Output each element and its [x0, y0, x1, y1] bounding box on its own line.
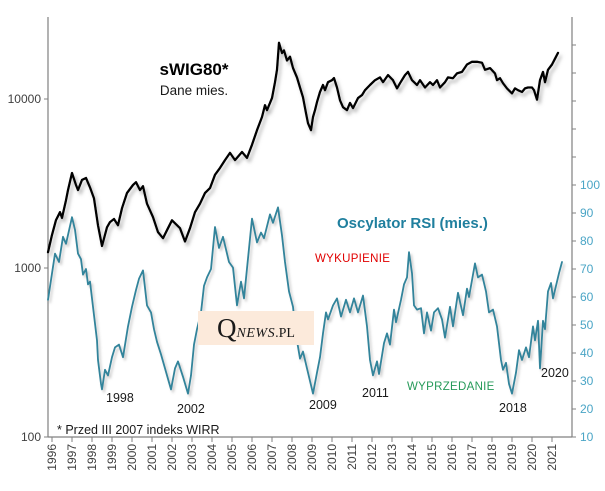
left-tick-label: 1000 — [14, 261, 41, 275]
right-tick-label: 30 — [580, 374, 594, 388]
x-tick-label: 2009 — [305, 444, 319, 471]
right-tick-label: 70 — [580, 262, 594, 276]
x-tick-label: 1996 — [45, 444, 59, 471]
x-tick-label: 2013 — [385, 444, 399, 471]
x-tick-label: 2005 — [225, 444, 239, 471]
annotation-1998: 1998 — [106, 391, 134, 405]
qnews-watermark: Q NEWS .PL — [198, 311, 314, 345]
x-tick-label: 2011 — [345, 444, 359, 470]
x-tick-label: 2000 — [125, 444, 139, 471]
swig80-line — [46, 41, 560, 254]
right-tick-label: 90 — [580, 206, 594, 220]
x-tick-label: 2001 — [145, 444, 159, 471]
oversold-line-label: WYPRZEDANIE — [407, 381, 495, 393]
x-tick-label: 2006 — [245, 444, 259, 471]
x-tick-label: 2014 — [405, 444, 419, 471]
x-tick-label: 2021 — [545, 444, 559, 471]
annotation-2002: 2002 — [177, 402, 205, 416]
chart-subtitle: Dane mies. — [159, 83, 229, 98]
x-tick-label: 1998 — [85, 444, 99, 471]
right-tick-label: 50 — [580, 318, 594, 332]
annotation-2020: 2020 — [541, 366, 569, 380]
chart-title: sWIG80* — [159, 60, 229, 79]
x-tick-label: 2018 — [485, 444, 499, 471]
x-tick-label: 1999 — [105, 444, 119, 471]
x-tick-label: 2017 — [465, 444, 479, 471]
x-tick-label: 2020 — [525, 444, 539, 471]
right-tick-label: 100 — [580, 178, 600, 192]
rsi-series-label: Oscylator RSI (mies.) — [337, 215, 488, 232]
watermark-news: NEWS — [236, 326, 276, 341]
overbought-line-label: WYKUPIENIE — [315, 253, 391, 265]
left-tick-label: 10000 — [8, 92, 42, 106]
x-tick-label: 2016 — [445, 444, 459, 471]
right-tick-label: 80 — [580, 234, 594, 248]
footnote: * Przed III 2007 indeks WIRR — [57, 423, 220, 437]
left-tick-label: 100 — [21, 430, 41, 444]
x-tick-label: 2007 — [265, 444, 279, 471]
x-tick-label: 2002 — [165, 444, 179, 471]
x-tick-label: 2008 — [285, 444, 299, 471]
x-tick-label: 1997 — [65, 444, 79, 471]
chart-title-block: sWIG80* Dane mies. — [133, 60, 255, 98]
x-tick-label: 2015 — [425, 444, 439, 471]
rsi-line — [47, 206, 563, 395]
right-tick-label: 10 — [580, 430, 594, 444]
x-tick-label: 2019 — [505, 444, 519, 471]
watermark-q: Q — [217, 313, 237, 343]
x-tick-label: 2012 — [365, 444, 379, 471]
annotation-2018: 2018 — [499, 401, 527, 415]
right-tick-label: 60 — [580, 290, 594, 304]
annotation-2009: 2009 — [309, 398, 337, 412]
x-tick-label: 2004 — [205, 444, 219, 471]
right-tick-label: 40 — [580, 346, 594, 360]
watermark-suffix: .PL — [275, 326, 295, 341]
right-tick-label: 20 — [580, 402, 594, 416]
annotation-2011: 2011 — [362, 386, 389, 400]
x-tick-label: 2003 — [185, 444, 199, 471]
x-tick-label: 2010 — [325, 444, 339, 471]
